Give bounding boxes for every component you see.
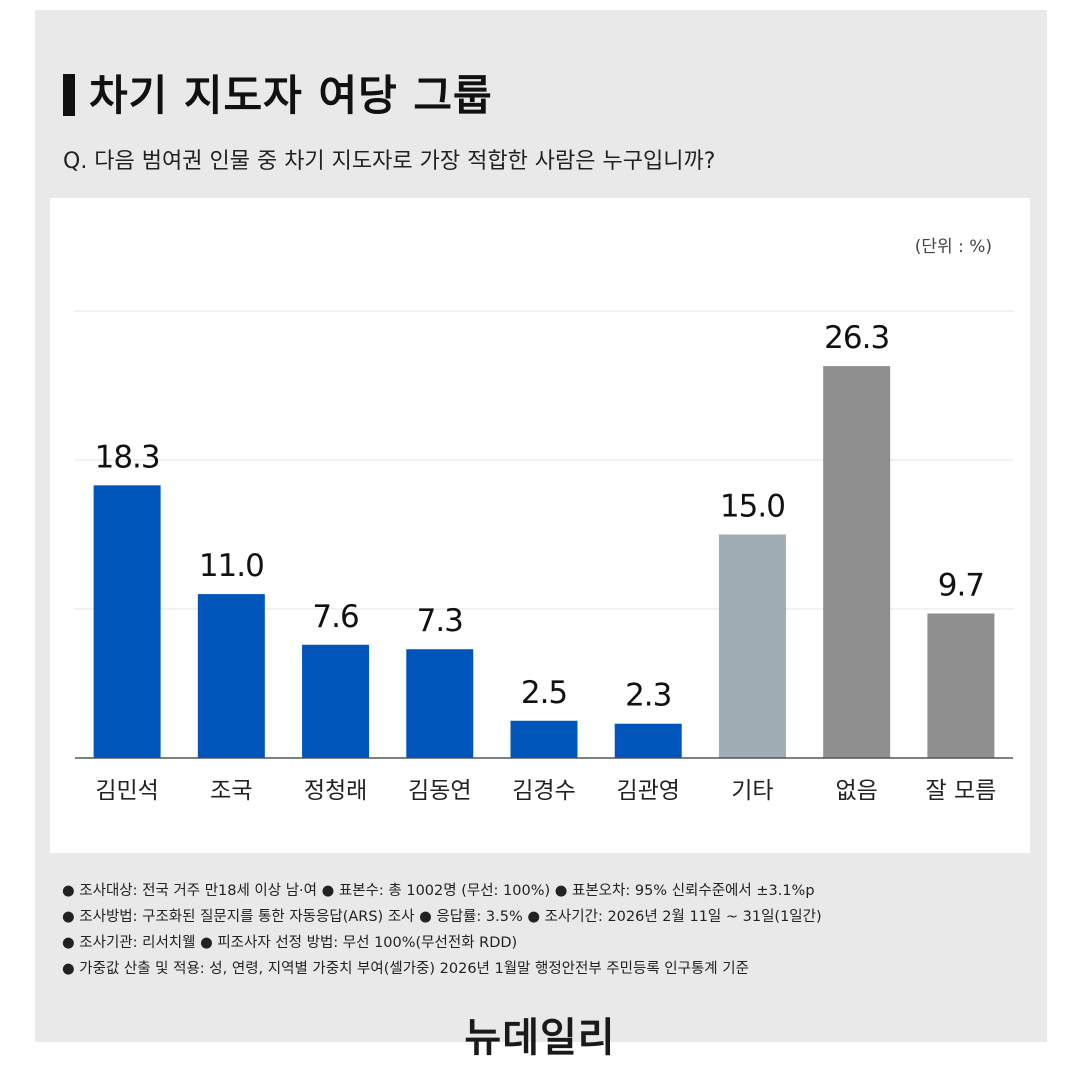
bar — [406, 649, 474, 758]
category-label: 정청래 — [304, 778, 367, 804]
category-label: 김동연 — [408, 778, 471, 804]
data-label: 2.3 — [625, 678, 671, 714]
survey-notes: ● 조사대상: 전국 거주 만18세 이상 남·여 ● 표본수: 총 1002명… — [62, 878, 822, 982]
category-label: 김경수 — [512, 778, 575, 804]
title-text: 차기 지도자 여당 그룹 — [89, 71, 493, 120]
category-label: 김관영 — [616, 778, 679, 804]
title-marker — [63, 74, 75, 116]
note-line: ● 가중값 산출 및 적용: 성, 연령, 지역별 가중치 부여(셀가중) 20… — [62, 961, 749, 977]
unit-label: (단위 : %) — [914, 237, 992, 257]
data-label: 7.3 — [417, 603, 463, 639]
data-label: 2.5 — [521, 675, 567, 711]
category-label: 없음 — [836, 778, 878, 804]
bar — [823, 366, 891, 758]
data-label: 11.0 — [199, 548, 264, 584]
chart-panel: (단위 : %) 18.3 김민석 11.0 조국 7.6 정청래 7.3 김동연 2.5 김경수… — [50, 198, 1030, 853]
publisher-logo: 뉴데일리 — [464, 1015, 616, 1061]
data-label: 7.6 — [312, 599, 358, 635]
note-line: ● 조사방법: 구조화된 질문지를 통한 자동응답(ARS) 조사 ● 응답률:… — [62, 909, 822, 925]
category-label: 김민석 — [95, 778, 158, 804]
data-label: 9.7 — [938, 567, 984, 603]
data-label: 15.0 — [720, 489, 785, 525]
note-line: ● 조사기관: 리서치웰 ● 피조사자 선정 방법: 무선 100%(무선전화 … — [62, 935, 518, 951]
data-label: 26.3 — [824, 320, 889, 356]
data-label: 18.3 — [95, 439, 160, 475]
bar — [93, 485, 161, 758]
bar — [197, 594, 265, 758]
category-label: 조국 — [210, 778, 252, 804]
bar-chart: 18.3 김민석 11.0 조국 7.6 정청래 7.3 김동연 2.5 김경수 2.3 김관영 15.… — [75, 310, 1013, 804]
bar — [718, 534, 786, 758]
category-label: 기타 — [731, 778, 773, 804]
bar — [302, 644, 370, 758]
survey-question: Q. 다음 범여권 인물 중 차기 지도자로 가장 적합한 사람은 누구입니까? — [63, 149, 716, 174]
category-label: 잘 모름 — [925, 778, 996, 804]
note-line: ● 조사대상: 전국 거주 만18세 이상 남·여 ● 표본수: 총 1002명… — [62, 883, 815, 899]
page-title: 차기 지도자 여당 그룹 — [63, 62, 493, 123]
bar — [614, 723, 682, 758]
bar — [510, 720, 578, 758]
bar — [927, 613, 995, 758]
